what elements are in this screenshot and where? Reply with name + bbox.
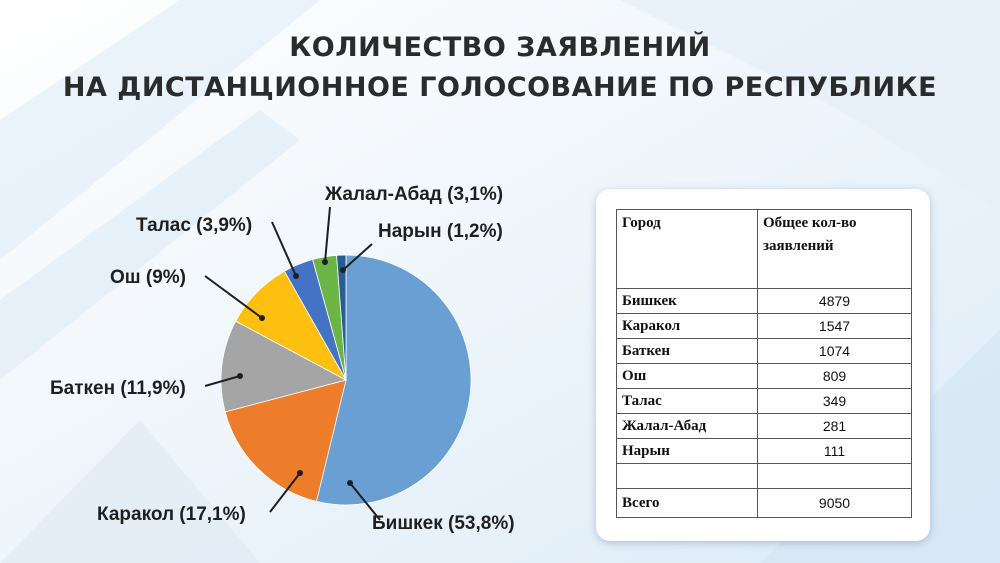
row-city: Бишкек	[616, 288, 758, 314]
leader-line-нарын	[342, 243, 373, 271]
row-value: 349	[757, 388, 912, 414]
table-row: Жалал-Абад 281	[616, 413, 912, 439]
table-row: Нарын 111	[616, 438, 912, 464]
leader-dot-жалал-абад	[322, 259, 328, 265]
slice-label-талас: Талас (3,9%)	[136, 215, 252, 236]
slice-label-баткен: Баткен (11,9%)	[50, 378, 186, 399]
row-value: 4879	[757, 288, 912, 314]
title-line-1: КОЛИЧЕСТВО ЗАЯВЛЕНИЙ	[289, 32, 711, 63]
row-city: Каракол	[616, 313, 758, 339]
leader-dot-нарын	[340, 267, 346, 273]
table-row: Талас 349	[616, 388, 912, 414]
total-label: Всего	[616, 488, 758, 518]
slice-label-нарын: Нарын (1,2%)	[378, 221, 503, 242]
table-row: Ош 809	[616, 363, 912, 389]
leader-dot-ош	[259, 315, 265, 321]
leader-dot-баткен	[237, 373, 243, 379]
blank-cell	[616, 463, 758, 489]
title-line-2: НА ДИСТАНЦИОННОЕ ГОЛОСОВАНИЕ ПО РЕСПУБЛИ…	[62, 72, 938, 103]
pie-slice-каракол	[224, 379, 347, 502]
header-total: Общее кол-во заявлений	[757, 209, 912, 289]
leader-line-баткен	[204, 375, 241, 387]
slice-label-бишкек: Бишкек (53,8%)	[372, 513, 515, 534]
pie-slices	[220, 254, 472, 506]
pie-slice-нарын	[336, 254, 347, 381]
row-value: 1074	[757, 338, 912, 364]
table-card: Город Общее кол-во заявлений Бишкек 4879…	[596, 189, 930, 541]
slice-label-каракол: Каракол (17,1%)	[97, 504, 246, 525]
leader-lines	[204, 206, 381, 521]
table-total-row: Всего 9050	[616, 488, 912, 518]
table-blank-row	[616, 463, 912, 489]
row-city: Ош	[616, 363, 758, 389]
leader-dot-бишкек	[347, 480, 353, 486]
pie-slice-баткен	[220, 320, 348, 413]
row-city: Нарын	[616, 438, 758, 464]
row-value: 111	[757, 438, 912, 464]
table-row: Бишкек 4879	[616, 288, 912, 314]
total-value: 9050	[757, 488, 912, 518]
row-value: 1547	[757, 313, 912, 339]
leader-line-каракол	[269, 472, 301, 513]
pie-slice-бишкек	[315, 254, 472, 506]
leader-line-талас	[271, 221, 297, 277]
leader-line-ош	[204, 275, 263, 319]
table-row: Баткен 1074	[616, 338, 912, 364]
leader-dot-каракол	[297, 470, 303, 476]
slice-label-жалал-абад: Жалал-Абад (3,1%)	[324, 184, 503, 205]
applications-table: Город Общее кол-во заявлений Бишкек 4879…	[616, 209, 912, 518]
table-header-row: Город Общее кол-во заявлений	[616, 209, 912, 289]
row-city: Талас	[616, 388, 758, 414]
header-city: Город	[616, 209, 758, 289]
leader-line-жалал-абад	[324, 206, 331, 263]
page-title: КОЛИЧЕСТВО ЗАЯВЛЕНИЙ НА ДИСТАНЦИОННОЕ ГО…	[0, 28, 1000, 108]
table-row: Каракол 1547	[616, 313, 912, 339]
row-value: 809	[757, 363, 912, 389]
leader-dot-талас	[293, 273, 299, 279]
row-city: Баткен	[616, 338, 758, 364]
blank-cell	[757, 463, 912, 489]
slice-labels: Бишкек (53,8%) Каракол (17,1%) Баткен (11,…	[50, 184, 515, 534]
row-value: 281	[757, 413, 912, 439]
slice-label-ош: Ош (9%)	[110, 267, 186, 288]
leader-line-бишкек	[349, 482, 381, 521]
row-city: Жалал-Абад	[616, 413, 758, 439]
